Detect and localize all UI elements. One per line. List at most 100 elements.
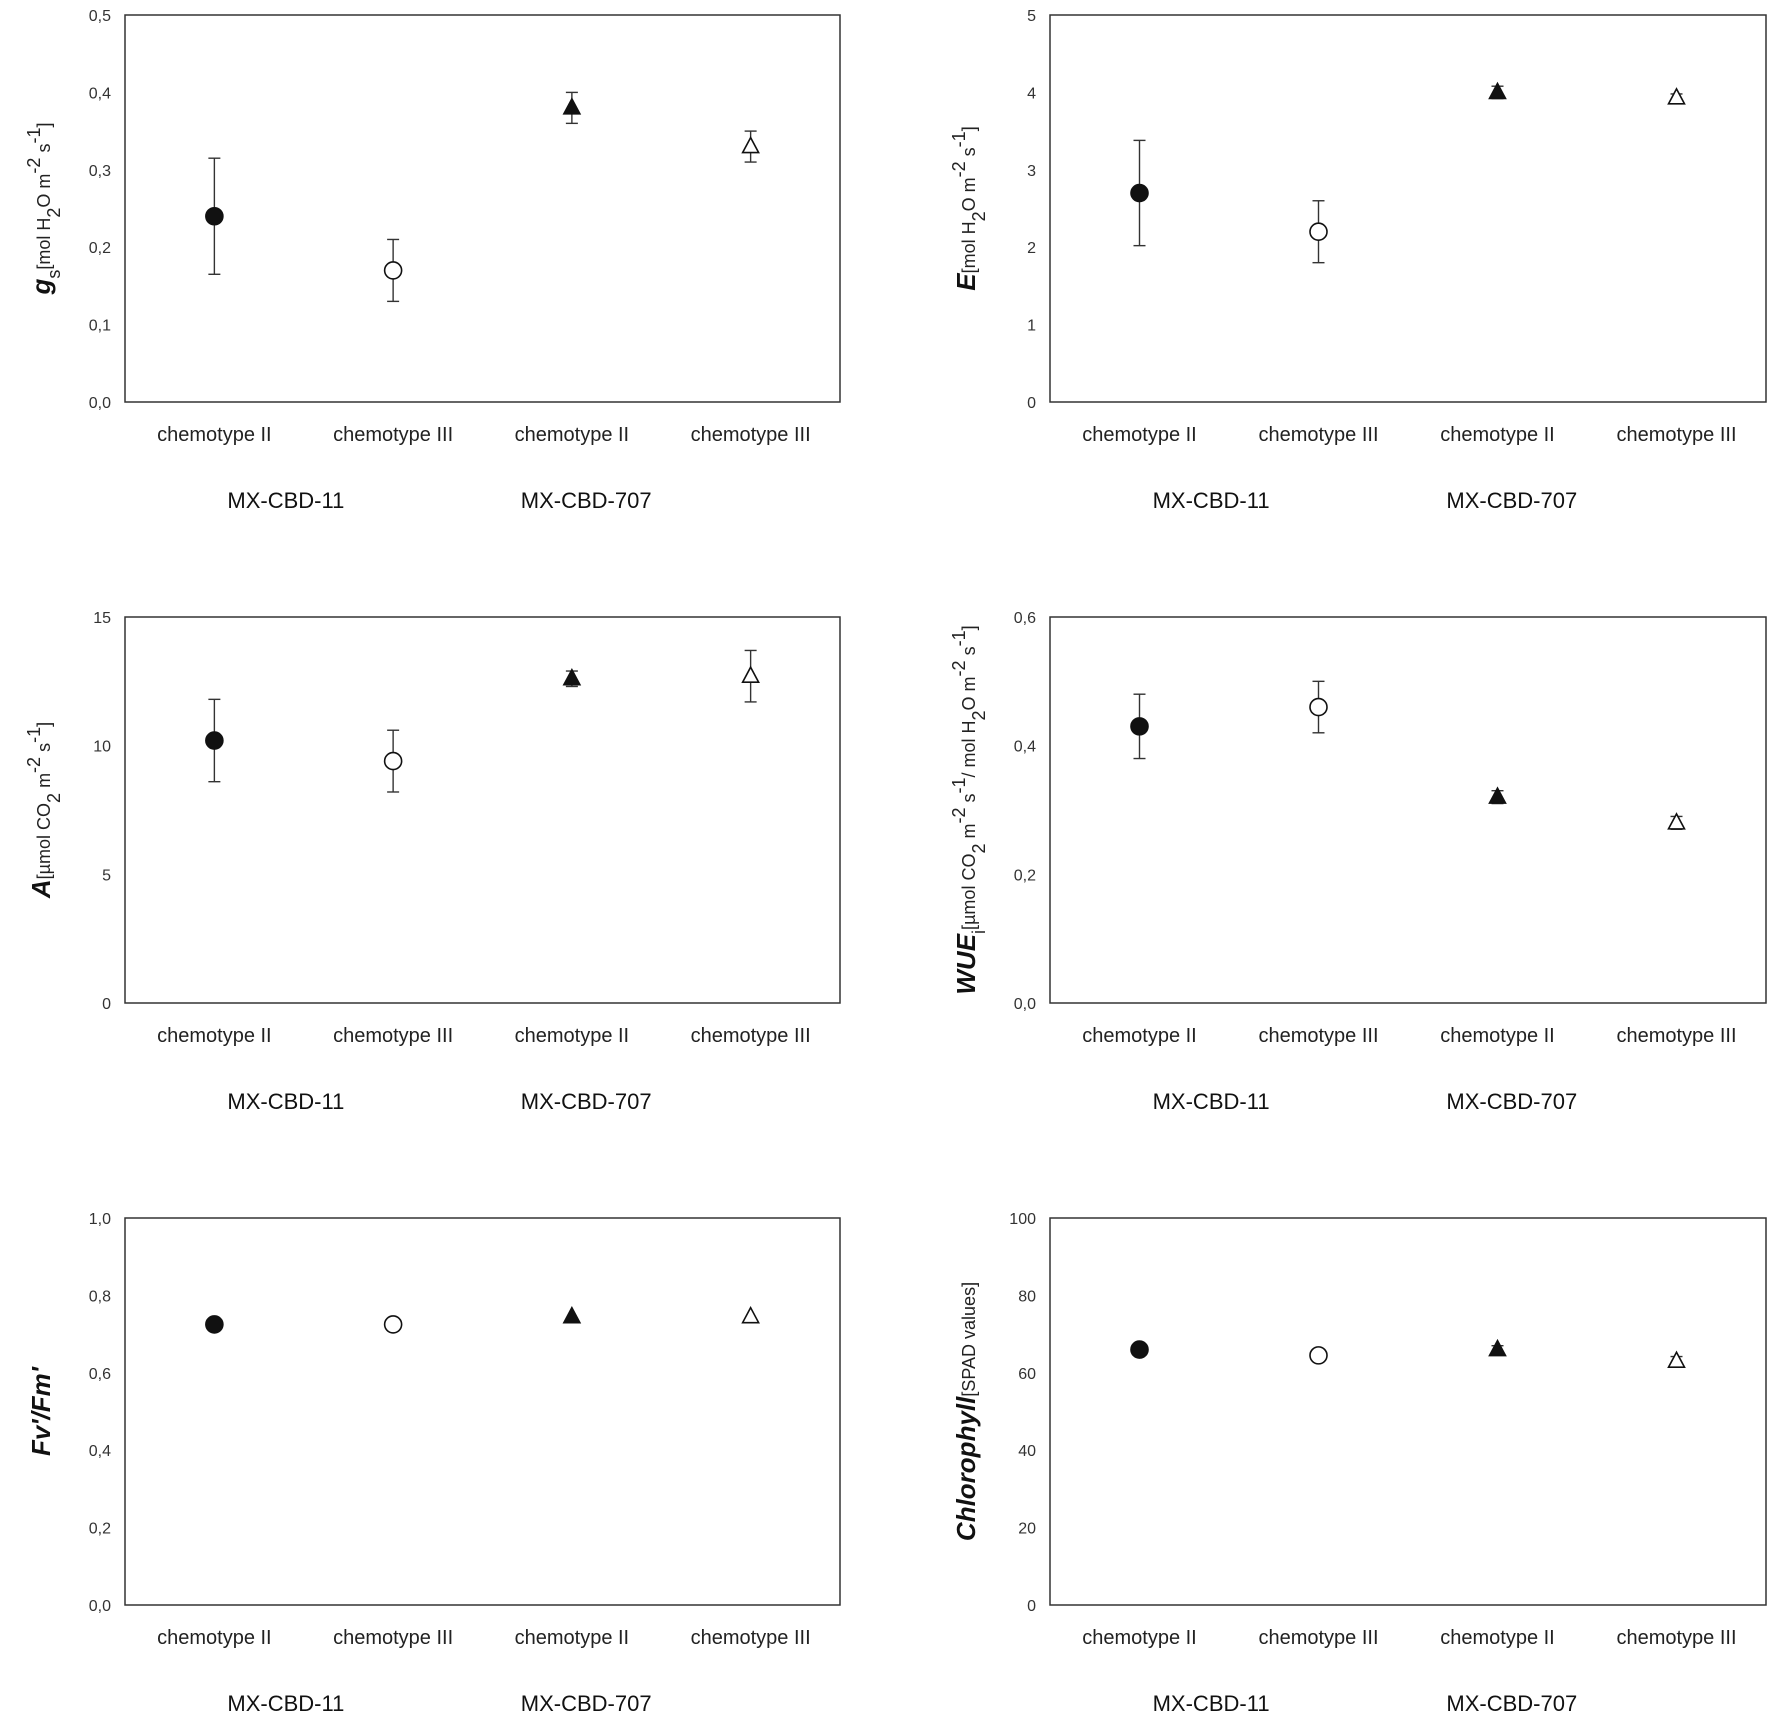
y-tick-label: 5 (1027, 8, 1036, 25)
data-point-circle (1130, 183, 1149, 203)
data-point-triangle (1488, 1338, 1507, 1357)
data-point-circle (1309, 1346, 1328, 1365)
group-label: MX-CBD-11 (227, 1691, 344, 1716)
y-tick-label: 0,8 (89, 1288, 111, 1305)
x-category-label: chemotype III (1616, 1025, 1736, 1047)
x-category-label: chemotype III (1258, 1627, 1378, 1649)
x-category-label: chemotype II (1082, 1627, 1197, 1649)
data-point-triangle (1488, 786, 1507, 804)
x-category-label: chemotype II (515, 1025, 630, 1047)
y-axis-unit-part: -2 (24, 757, 44, 773)
y-axis-unit-part: -1 (949, 131, 969, 147)
y-axis-symbol: A (26, 879, 56, 899)
y-axis-unit-part: s (959, 794, 979, 808)
y-tick-label: 0,3 (89, 163, 111, 180)
chart-panel-1: 0,0 0,1 0,2 0,3 0,4 0,5 chemotype II chemotype … (24, 8, 841, 513)
plot-frame (124, 616, 841, 1004)
x-category-label: chemotype II (1082, 424, 1197, 446)
y-tick-label: 0,0 (89, 1598, 111, 1615)
plot-frame (124, 14, 841, 403)
data-point-triangle (741, 1305, 760, 1324)
y-axis-unit-part: / mol H (959, 720, 979, 777)
y-axis-symbol-subscript: i (969, 930, 989, 934)
x-category-label: chemotype III (1616, 1627, 1736, 1649)
y-tick-label: 20 (1018, 1521, 1036, 1538)
y-axis-unit-part: [mol H (34, 218, 54, 270)
group-label: MX-CBD-707 (1446, 1089, 1577, 1114)
y-axis-title: Chlorophyll[SPAD values] (951, 1282, 981, 1541)
data-point-circle (205, 731, 224, 750)
x-category-label: chemotype III (691, 1627, 811, 1649)
y-axis-unit-part: O m (959, 177, 979, 211)
y-axis-unit-part: 2 (969, 710, 989, 720)
y-axis-unit-part: m (959, 824, 979, 844)
y-tick-label: 60 (1018, 1366, 1036, 1383)
y-tick-label: 0,0 (89, 395, 111, 412)
y-tick-label: 2 (1027, 240, 1036, 257)
chart-panel-6: 0 20 40 60 80 100 chemotype II chemotype III che… (951, 1211, 1767, 1716)
y-axis-unit-part: ] (959, 126, 979, 131)
y-axis-unit-part: -1 (949, 630, 969, 646)
y-axis-title: A[µmol CO2 m-2 s-1] (24, 722, 64, 899)
group-label: MX-CBD-11 (227, 1089, 344, 1114)
y-axis-title: WUEi[µmol CO2 m-2 s-1/ mol H2O m-2 s-1] (949, 625, 989, 994)
x-category-label: chemotype III (333, 424, 453, 446)
data-point-circle (1130, 1340, 1149, 1359)
y-axis-symbol: Chlorophyll (951, 1396, 981, 1541)
y-tick-label: 0,6 (1014, 610, 1036, 627)
x-category-label: chemotype III (333, 1025, 453, 1047)
y-axis-unit-part: m (34, 773, 54, 793)
plot-frame (1049, 1217, 1767, 1606)
chart-panel-3: 0 5 10 15 chemotype II chemotype III chemotype… (24, 610, 841, 1114)
y-axis-unit-part: [µmol CO (34, 803, 54, 879)
y-axis-symbol: WUE (951, 933, 981, 994)
x-category-label: chemotype II (157, 424, 272, 446)
y-axis-title: Fv'/Fm' (26, 1366, 56, 1456)
y-axis-unit-part: s (34, 743, 54, 757)
x-category-label: chemotype II (157, 1627, 272, 1649)
x-category-label: chemotype III (1616, 424, 1736, 446)
y-tick-label: 40 (1018, 1443, 1036, 1460)
y-axis-title: E[mol H2O m-2 s-1] (949, 126, 989, 290)
y-axis-unit-part: 2 (44, 208, 64, 218)
y-tick-label: 0,2 (89, 1521, 111, 1538)
y-axis-symbol: g (26, 278, 56, 295)
y-axis-unit-part: ] (959, 625, 979, 630)
y-axis-symbol: Fv'/Fm' (26, 1366, 56, 1456)
group-label: MX-CBD-11 (1153, 488, 1270, 513)
x-category-label: chemotype III (333, 1627, 453, 1649)
data-point-circle (383, 261, 403, 280)
y-axis-unit-part: ] (34, 722, 54, 727)
y-tick-label: 0,6 (89, 1366, 111, 1383)
group-label: MX-CBD-707 (521, 1089, 652, 1114)
y-tick-label: 3 (1027, 163, 1036, 180)
x-category-label: chemotype II (515, 1627, 630, 1649)
plot-frame (124, 1217, 841, 1606)
y-axis-unit-part: [mol H (959, 221, 979, 273)
y-tick-label: 0,4 (89, 1443, 111, 1460)
x-category-label: chemotype II (515, 424, 630, 446)
y-axis-symbol-subscript: s (44, 270, 64, 279)
data-point-triangle (741, 135, 760, 154)
y-tick-label: 0,5 (89, 8, 111, 25)
x-category-label: chemotype III (691, 1025, 811, 1047)
y-axis-unit-part: s (34, 144, 54, 158)
y-tick-label: 0,0 (1014, 996, 1036, 1013)
group-label: MX-CBD-11 (1153, 1089, 1270, 1114)
y-axis-unit-part: -2 (949, 660, 969, 676)
y-tick-label: 0,2 (89, 240, 111, 257)
y-tick-label: 0 (1027, 395, 1036, 412)
y-axis-unit-part: 2 (44, 793, 64, 803)
chart-panel-4: 0,0 0,2 0,4 0,6 chemotype II chemotype III che… (949, 610, 1767, 1114)
y-axis-unit-part: O m (959, 676, 979, 710)
y-axis-unit-part: 2 (969, 844, 989, 854)
y-tick-label: 0 (1027, 1598, 1036, 1615)
y-axis-unit-part: O m (34, 174, 54, 208)
y-tick-label: 4 (1027, 85, 1036, 102)
y-tick-label: 80 (1018, 1288, 1036, 1305)
x-category-label: chemotype II (1440, 1627, 1555, 1649)
y-tick-label: 0 (102, 996, 111, 1013)
data-point-triangle (562, 668, 582, 686)
y-tick-label: 0,4 (89, 85, 111, 102)
